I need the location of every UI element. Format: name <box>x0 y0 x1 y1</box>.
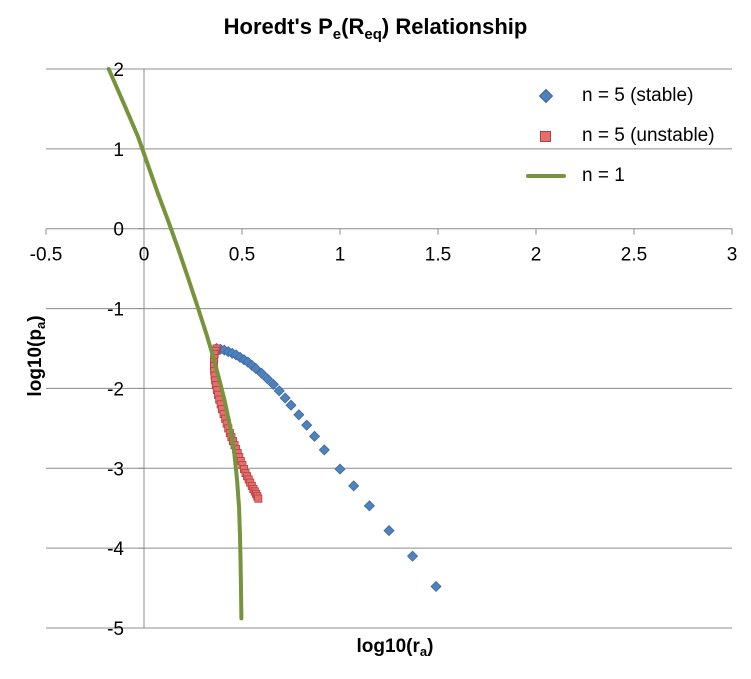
stable-point <box>430 580 442 593</box>
legend-item-n1: n = 1 <box>520 156 745 196</box>
stable-point <box>318 444 330 456</box>
x-axis-label-subscript: a <box>419 644 428 659</box>
series-layer <box>106 67 442 621</box>
stable-point <box>301 419 313 431</box>
title-text-mid: (R <box>341 14 365 39</box>
y-tick-label: -4 <box>107 539 124 560</box>
legend-label-stable: n = 5 (stable) <box>582 85 694 106</box>
x-tick-label: 2 <box>531 245 542 266</box>
legend-label-n1: n = 1 <box>582 165 625 186</box>
x-tick-label: 3 <box>727 245 738 266</box>
y-axis-label: log10(pa) <box>25 281 48 431</box>
x-axis-label-text: log10(r <box>356 636 420 657</box>
legend-item-stable: n = 5 (stable) <box>520 76 745 116</box>
legend-item-unstable: n = 5 (unstable) <box>520 116 745 156</box>
y-axis-label-text: log10(p <box>25 329 46 397</box>
stable-point <box>308 430 321 442</box>
x-tick-label: 1 <box>335 245 346 266</box>
stable-point <box>334 463 346 475</box>
series-2 <box>106 67 244 621</box>
diamond-marker-icon <box>538 88 554 104</box>
stable-point <box>383 525 395 537</box>
x-axis-label: log10(ra) <box>320 636 470 659</box>
y-axis-label-suffix: ) <box>25 315 46 322</box>
stable-point <box>285 399 297 411</box>
chart-title: Horedt's Pe(Req) Relationship <box>0 14 751 43</box>
stable-point <box>267 378 279 391</box>
y-tick-label: -1 <box>107 300 124 321</box>
stable-point <box>250 362 262 375</box>
y-tick-label: 2 <box>113 60 124 81</box>
y-tick-label: 1 <box>113 140 124 161</box>
legend-label-unstable: n = 5 (unstable) <box>582 125 715 146</box>
axes <box>45 68 733 629</box>
title-text: Horedt's P <box>223 14 333 39</box>
legend-swatch-stable <box>520 88 572 104</box>
legend: n = 5 (stable) n = 5 (unstable) n = 1 <box>520 76 745 196</box>
title-subscript-eq: eq <box>364 26 382 43</box>
y-axis-label-subscript: a <box>33 321 48 329</box>
unstable-point <box>254 494 263 503</box>
x-tick-label: 1.5 <box>425 245 451 266</box>
series-line-n1 <box>106 67 244 621</box>
x-axis-label-suffix: ) <box>427 636 434 657</box>
stable-point <box>348 480 360 492</box>
y-tick-label: -2 <box>107 379 124 400</box>
stable-point <box>279 392 291 404</box>
x-tick-label: 2.5 <box>621 245 647 266</box>
x-tick-label: -0.5 <box>30 245 63 266</box>
stable-point <box>406 550 419 562</box>
x-tick-label: 0 <box>139 245 150 266</box>
y-tick-label: -5 <box>107 619 124 640</box>
legend-swatch-n1 <box>520 168 572 184</box>
y-tick-labels: -5 -4 -3 -2 -1 0 1 2 <box>107 60 124 640</box>
title-text-suffix: ) Relationship <box>381 14 528 39</box>
line-marker-icon <box>526 174 566 178</box>
y-tick-label: 0 <box>113 220 124 241</box>
x-tick-labels: -0.5 0 0.5 1 1.5 2 2.5 3 <box>30 245 738 266</box>
square-marker-icon <box>540 131 551 142</box>
stable-point <box>273 385 285 397</box>
stable-point <box>261 373 274 385</box>
y-tick-label: -3 <box>107 459 124 480</box>
legend-swatch-unstable <box>520 128 572 144</box>
stable-point <box>256 367 268 379</box>
stable-point <box>293 409 305 421</box>
stable-point <box>363 500 375 512</box>
title-subscript-e: e <box>332 26 342 43</box>
gridlines <box>46 68 732 629</box>
x-tick-label: 0.5 <box>229 245 255 266</box>
